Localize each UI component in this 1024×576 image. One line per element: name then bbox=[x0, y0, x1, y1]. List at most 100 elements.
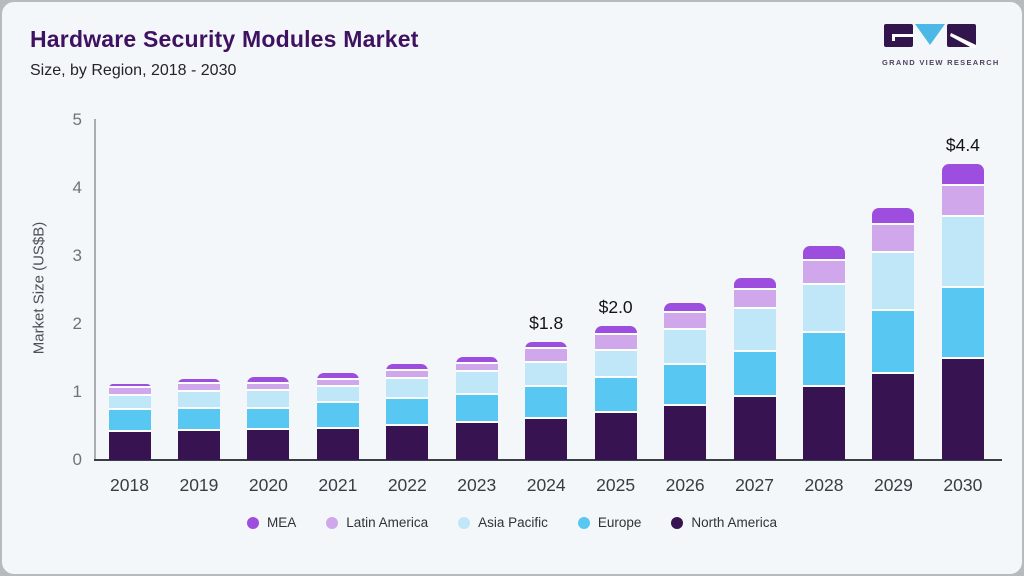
y-tick-label: 3 bbox=[72, 246, 82, 265]
legend-item-europe: Europe bbox=[577, 515, 642, 530]
y-axis-line bbox=[94, 119, 96, 461]
legend-item-latin-america: Latin America bbox=[326, 515, 428, 530]
legend-label: Asia Pacific bbox=[478, 515, 548, 530]
bar-segment-mea-2019 bbox=[177, 379, 220, 384]
bar-segment-asia-pacific-2018 bbox=[108, 396, 151, 410]
bar-segment-asia-pacific-2024 bbox=[525, 363, 568, 387]
bar-segment-asia-pacific-2020 bbox=[247, 391, 290, 409]
bar-segment-latin-america-2022 bbox=[386, 371, 429, 379]
bar-segment-europe-2030 bbox=[941, 288, 984, 359]
y-tick-label: 0 bbox=[72, 450, 82, 469]
bar-segment-asia-pacific-2022 bbox=[386, 379, 429, 399]
y-tick-label: 1 bbox=[72, 382, 82, 401]
bar-segment-latin-america-2027 bbox=[733, 290, 776, 309]
bar-segment-latin-america-2024 bbox=[525, 349, 568, 363]
bar-segment-mea-2024 bbox=[525, 342, 568, 349]
y-axis-title: Market Size (US$B) bbox=[30, 221, 48, 355]
bar-segment-asia-pacific-2023 bbox=[455, 372, 498, 395]
x-tick-label-2029: 2029 bbox=[873, 475, 913, 495]
bar-segment-europe-2019 bbox=[177, 409, 220, 431]
bar-segment-north-america-2018 bbox=[108, 432, 151, 460]
legend-dot-icon bbox=[458, 516, 471, 529]
bar-segment-north-america-2029 bbox=[872, 374, 915, 460]
gvr-logo-icon bbox=[884, 24, 976, 48]
bar-segment-mea-2030 bbox=[941, 164, 984, 186]
bar-segment-mea-2020 bbox=[247, 377, 290, 384]
x-tick-label-2025: 2025 bbox=[596, 475, 636, 495]
bar-segment-asia-pacific-2021 bbox=[316, 387, 359, 403]
bar-segment-north-america-2028 bbox=[803, 387, 845, 460]
y-tick-label: 2 bbox=[72, 314, 82, 333]
x-tick-label-2028: 2028 bbox=[804, 475, 844, 495]
legend-item-north-america: North America bbox=[671, 515, 777, 530]
x-tick-label-2027: 2027 bbox=[735, 475, 775, 495]
legend-dot-icon bbox=[671, 516, 684, 529]
bar-segment-asia-pacific-2026 bbox=[664, 330, 707, 365]
bar-segment-asia-pacific-2027 bbox=[733, 309, 776, 352]
legend-label: North America bbox=[691, 515, 777, 530]
bar-segment-europe-2024 bbox=[525, 387, 568, 419]
chart-legend: MEA Latin America Asia Pacific Europe North … bbox=[2, 515, 1022, 530]
bar-segment-mea-2023 bbox=[455, 357, 498, 364]
bar-segment-latin-america-2030 bbox=[941, 186, 984, 217]
bar-segment-latin-america-2020 bbox=[247, 384, 290, 391]
legend-label: Latin America bbox=[346, 515, 429, 530]
bar-segment-north-america-2025 bbox=[594, 413, 637, 460]
bar-segment-europe-2029 bbox=[872, 311, 915, 374]
x-tick-label-2024: 2024 bbox=[526, 475, 566, 495]
x-tick-label-2026: 2026 bbox=[665, 475, 705, 495]
bar-value-label-2030: $4.4 bbox=[945, 135, 980, 155]
bar-value-label-2024: $1.8 bbox=[529, 313, 564, 333]
bar-segment-north-america-2026 bbox=[664, 406, 707, 460]
bar-segment-latin-america-2019 bbox=[177, 384, 220, 392]
bar-segment-mea-2029 bbox=[872, 208, 915, 225]
gvr-logo: GRAND VIEW RESEARCH bbox=[882, 24, 1000, 67]
bar-segment-latin-america-2026 bbox=[664, 313, 707, 330]
gvr-logo-text: GRAND VIEW RESEARCH bbox=[882, 58, 1000, 67]
bar-segment-europe-2023 bbox=[455, 395, 498, 423]
bar-segment-north-america-2020 bbox=[247, 430, 290, 460]
bar-segment-north-america-2021 bbox=[316, 429, 359, 460]
bar-segment-latin-america-2025 bbox=[594, 335, 637, 351]
bar-segment-north-america-2024 bbox=[525, 419, 568, 460]
legend-dot-icon bbox=[326, 516, 339, 529]
bar-segment-europe-2027 bbox=[733, 352, 776, 397]
page-subtitle: Size, by Region, 2018 - 2030 bbox=[30, 62, 237, 79]
bar-segment-europe-2026 bbox=[664, 365, 707, 406]
bar-value-label-2025: $2.0 bbox=[598, 297, 633, 317]
bar-segment-mea-2025 bbox=[594, 326, 637, 335]
legend-item-asia-pacific: Asia Pacific bbox=[458, 515, 548, 530]
x-tick-label-2023: 2023 bbox=[457, 475, 497, 495]
y-tick-label: 5 bbox=[72, 110, 82, 129]
bar-segment-latin-america-2021 bbox=[316, 380, 359, 387]
bar-segment-latin-america-2018 bbox=[108, 388, 151, 396]
bar-segment-north-america-2023 bbox=[455, 423, 498, 460]
y-tick-label: 4 bbox=[72, 178, 82, 197]
bar-segment-asia-pacific-2029 bbox=[872, 253, 915, 311]
bar-segment-north-america-2019 bbox=[177, 431, 220, 460]
bar-segment-north-america-2027 bbox=[733, 397, 776, 460]
bar-segment-asia-pacific-2030 bbox=[941, 217, 984, 288]
x-tick-label-2020: 2020 bbox=[248, 475, 288, 495]
x-tick-label-2022: 2022 bbox=[387, 475, 427, 495]
bar-segment-europe-2020 bbox=[247, 409, 290, 430]
x-tick-label-2021: 2021 bbox=[318, 475, 358, 495]
bar-segment-mea-2022 bbox=[386, 364, 429, 371]
x-axis-line bbox=[94, 459, 1002, 461]
bar-segment-north-america-2030 bbox=[941, 359, 984, 460]
bar-segment-north-america-2022 bbox=[386, 426, 429, 460]
bar-segment-europe-2022 bbox=[386, 399, 429, 426]
legend-dot-icon bbox=[247, 516, 260, 529]
bar-segment-europe-2021 bbox=[316, 403, 359, 429]
x-tick-label-2030: 2030 bbox=[943, 475, 983, 495]
x-tick-label-2018: 2018 bbox=[110, 475, 149, 495]
bar-segment-asia-pacific-2019 bbox=[177, 392, 220, 409]
bar-segment-latin-america-2023 bbox=[455, 364, 498, 372]
bar-segment-mea-2028 bbox=[803, 246, 845, 261]
legend-dot-icon bbox=[577, 516, 590, 529]
bar-segment-mea-2026 bbox=[664, 303, 707, 313]
page-title: Hardware Security Modules Market bbox=[30, 26, 419, 52]
legend-label: Europe bbox=[597, 515, 642, 530]
bar-segment-mea-2018 bbox=[108, 384, 151, 388]
